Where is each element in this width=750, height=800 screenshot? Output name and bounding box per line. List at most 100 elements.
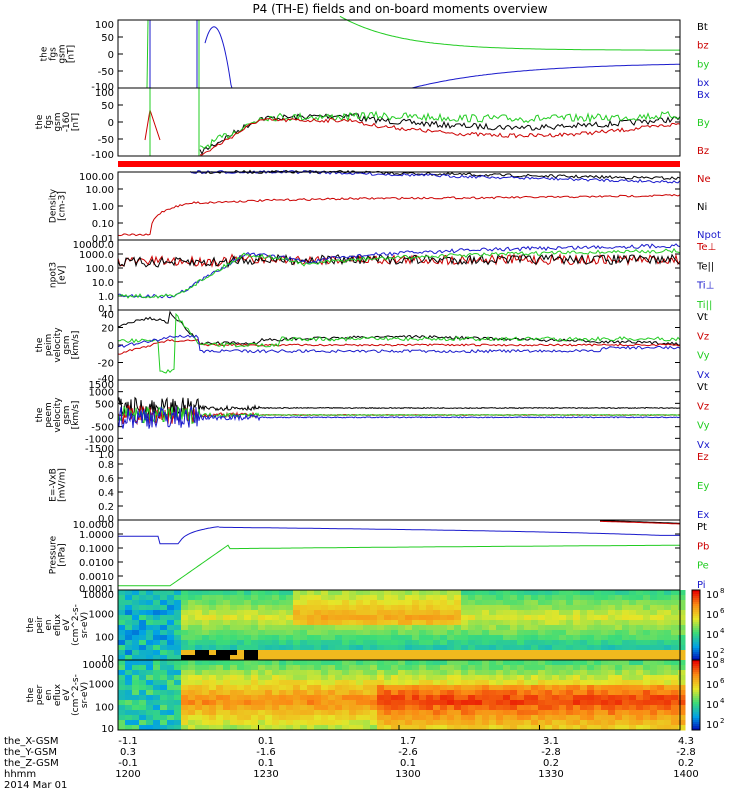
spectrogram-cell xyxy=(454,605,462,611)
y-tick-label: 0.6 xyxy=(98,474,114,485)
spectrogram-cell xyxy=(545,600,553,606)
panel-frame xyxy=(117,239,681,311)
spectrogram-cell xyxy=(384,715,392,721)
spectrogram-cell xyxy=(328,670,336,676)
spectrogram-cell xyxy=(223,595,231,601)
spectrogram-cell xyxy=(349,710,357,716)
spectrogram-cell xyxy=(405,680,413,686)
colorbar-label: 10 xyxy=(706,720,719,731)
spectrogram-cell xyxy=(517,665,525,671)
spectrogram-cell xyxy=(153,670,161,676)
spectrogram-cell xyxy=(489,695,497,701)
spectrogram-cell xyxy=(209,670,217,676)
spectrogram-cell xyxy=(678,600,686,606)
spectrogram-cell xyxy=(335,700,343,706)
spectrogram-cell xyxy=(398,640,406,646)
spectrogram-cell xyxy=(202,600,210,606)
spectrogram-cell xyxy=(412,640,420,646)
spectrogram-cell xyxy=(202,685,210,691)
spectrogram-cell xyxy=(461,675,469,681)
spectrogram-cell xyxy=(167,615,175,621)
spectrogram-cell xyxy=(391,615,399,621)
spectrogram-cell xyxy=(517,605,525,611)
spectrogram-cell xyxy=(489,670,497,676)
spectrogram-cell xyxy=(384,605,392,611)
spectrogram-cell xyxy=(363,705,371,711)
spectrogram-cell xyxy=(643,615,651,621)
spectrogram-cell xyxy=(510,690,518,696)
spectrogram-cell xyxy=(342,675,350,681)
spectrogram-cell xyxy=(643,625,651,631)
spectrogram-cell xyxy=(405,605,413,611)
spectrogram-cell xyxy=(244,695,252,701)
spectrogram-cell xyxy=(160,640,168,646)
spectrogram-cell xyxy=(545,625,553,631)
spectrogram-cell xyxy=(398,605,406,611)
spectrogram-cell xyxy=(391,605,399,611)
spectrogram-cell xyxy=(678,610,686,616)
spectrogram-cell xyxy=(237,590,245,596)
spectrogram-cell xyxy=(531,680,539,686)
spectrogram-cell xyxy=(335,625,343,631)
spectrogram-cell xyxy=(643,670,651,676)
spectrogram-cell xyxy=(587,595,595,601)
spectrogram-cell xyxy=(349,620,357,626)
spectrogram-cell xyxy=(489,680,497,686)
spectrogram-cell xyxy=(251,625,259,631)
Vy-line xyxy=(117,312,681,374)
spectrogram-cell xyxy=(321,600,329,606)
y-axis-label: velocity xyxy=(53,327,63,363)
spectrogram-cell xyxy=(636,715,644,721)
y-tick-label: 0.0100 xyxy=(79,558,114,569)
spectrogram-cell xyxy=(594,690,602,696)
spectrogram-cell xyxy=(475,680,483,686)
colorbar-label: 10 xyxy=(706,610,719,621)
spectrogram-cell xyxy=(678,590,686,596)
spectrogram-cell xyxy=(482,640,490,646)
spectrogram-cell xyxy=(244,630,252,636)
spectrogram-cell xyxy=(195,615,203,621)
Ti-perp-line xyxy=(117,243,681,299)
spectrogram-cell xyxy=(181,675,189,681)
spectrogram-cell xyxy=(174,720,182,726)
spectrogram-cell xyxy=(153,700,161,706)
colorbar-segment xyxy=(692,728,700,731)
spectrogram-cell xyxy=(503,620,511,626)
spectrogram-cell xyxy=(496,660,504,666)
spectrogram-cell xyxy=(671,620,679,626)
spectrogram-cell xyxy=(216,610,224,616)
spectrogram-cell xyxy=(664,630,672,636)
spectrogram-cell xyxy=(566,590,574,596)
spectrogram-cell xyxy=(216,595,224,601)
y-tick-label: 0.0 xyxy=(98,514,114,525)
spectrogram-cell xyxy=(342,600,350,606)
spectrogram-cell xyxy=(258,595,266,601)
spectrogram-cell xyxy=(412,615,420,621)
spectrogram-cell xyxy=(517,590,525,596)
spectrogram-cell xyxy=(216,650,224,656)
spectrogram-cell xyxy=(160,600,168,606)
spectrogram-cell xyxy=(531,690,539,696)
spectrogram-cell xyxy=(300,720,308,726)
spectrogram-cell xyxy=(622,685,630,691)
spectrogram-cell xyxy=(496,625,504,631)
spectrogram-cell xyxy=(272,700,280,706)
spectrogram-cell xyxy=(433,655,441,661)
spectrogram-cell xyxy=(188,680,196,686)
y-tick-label: 100 xyxy=(95,633,114,644)
spectrogram-cell xyxy=(251,665,259,671)
spectrogram-cell xyxy=(496,650,504,656)
by-line xyxy=(146,19,149,89)
y-tick-label: 100.0 xyxy=(85,264,114,275)
colorbar-segment xyxy=(692,672,700,675)
spectrogram-cell xyxy=(510,620,518,626)
spectrogram-cell xyxy=(209,650,217,656)
spectrogram-cell xyxy=(454,655,462,661)
spectrogram-cell xyxy=(237,665,245,671)
spectrogram-cell xyxy=(531,695,539,701)
colorbar-segment xyxy=(692,606,700,609)
spectrogram-cell xyxy=(230,670,238,676)
spectrogram-cell xyxy=(258,725,266,731)
spectrogram-cell xyxy=(384,725,392,731)
spectrogram-cell xyxy=(286,620,294,626)
